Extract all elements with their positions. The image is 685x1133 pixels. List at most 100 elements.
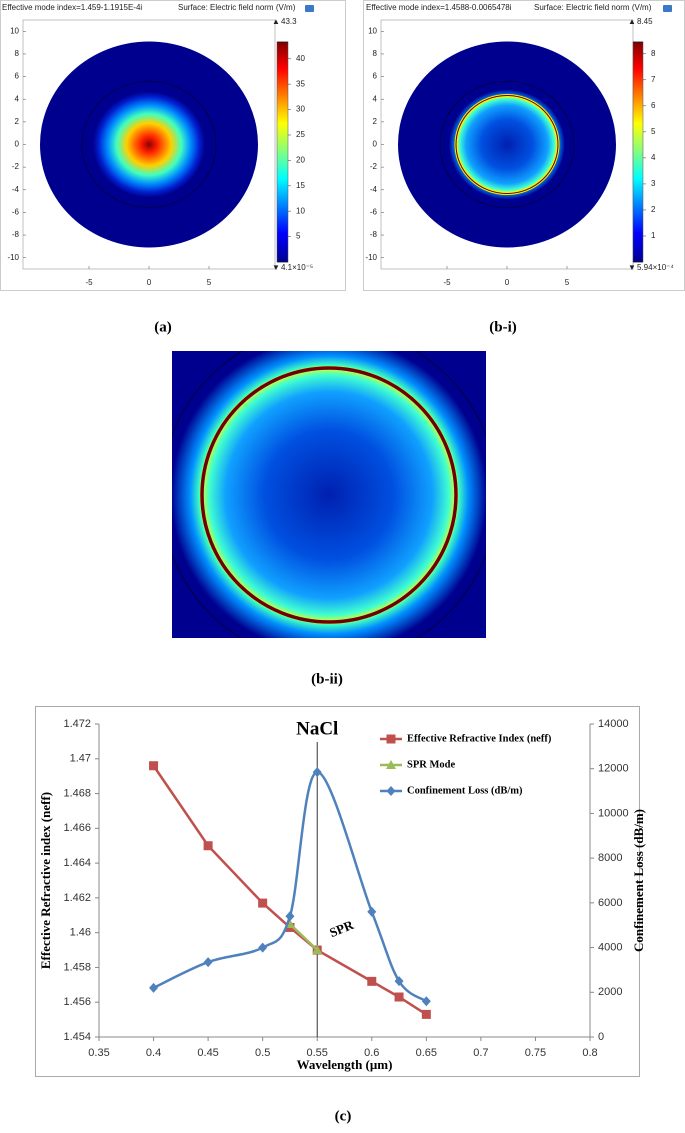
x-tick-label: 5 (207, 278, 212, 287)
icon (305, 5, 314, 12)
y-tick-label: -4 (12, 185, 20, 194)
colorbar-tick-label: 35 (296, 79, 305, 88)
y2-tick-label: 12000 (598, 763, 629, 775)
max-marker: ▲ (628, 17, 636, 26)
colorbar-tick-label: 20 (296, 155, 305, 164)
marker (367, 976, 377, 986)
marker (421, 996, 431, 1007)
x-tick-label: 0.45 (197, 1047, 218, 1059)
y-tick-label: 0 (373, 140, 378, 149)
panel-border (0, 0, 346, 291)
colorbar-tick-label: 6 (651, 101, 656, 110)
colorbar-tick-label: 5 (296, 232, 301, 241)
marker (312, 945, 323, 955)
marker (421, 1009, 431, 1019)
colorbar-tick-label: 40 (296, 54, 305, 63)
x-tick-label: 5 (565, 278, 570, 287)
x-tick-label: 0.65 (416, 1047, 437, 1059)
x-tick-label: 0.75 (525, 1047, 546, 1059)
y-tick-label: 1.462 (63, 892, 91, 904)
field-b-ii (172, 351, 486, 638)
series-line (153, 770, 428, 1003)
caption: (c) (335, 1108, 352, 1124)
y-tick-label: 0 (15, 140, 20, 149)
legend-marker (386, 760, 396, 769)
x-tick-label: -5 (85, 278, 93, 287)
colorbar-tick-label: 30 (296, 105, 305, 114)
x-tick-label: -5 (443, 278, 451, 287)
series-line (289, 923, 319, 951)
y-tick-label: -8 (370, 230, 378, 239)
y-tick-label: 10 (10, 26, 19, 35)
caption: (b-ii) (311, 671, 343, 687)
y-tick-label: 4 (15, 94, 20, 103)
y-axis-title: Effective Refractive index (neff) (38, 792, 53, 969)
x-tick-label: 0.8 (582, 1047, 597, 1059)
colorbar-min-label: 4.1×10⁻⁵ (281, 263, 313, 272)
colorbar (632, 41, 644, 263)
y-tick-label: -10 (365, 253, 377, 262)
y-tick-label: 1.46 (70, 927, 91, 939)
y-tick-label: 4 (373, 94, 378, 103)
y2-tick-label: 10000 (598, 807, 629, 819)
y2-tick-label: 4000 (598, 941, 622, 953)
colorbar-min-label: 5.94×10⁻⁴ (637, 263, 674, 272)
panel-subtitle: Surface: Electric field norm (V/m) (178, 3, 296, 12)
panel-title: Effective mode index=1.4588-0.0065478i (366, 3, 512, 12)
colorbar (276, 41, 289, 263)
y-tick-label: -8 (12, 230, 20, 239)
marker (203, 841, 213, 851)
colorbar-tick-label: 10 (296, 206, 305, 215)
series-line (152, 765, 428, 1016)
marker (149, 761, 159, 771)
marker (394, 992, 404, 1002)
y-tick-label: -6 (12, 208, 20, 217)
marker (258, 942, 268, 953)
max-marker: ▲ (272, 17, 280, 26)
y-tick-label: 1.468 (63, 787, 91, 799)
colorbar-tick-label: 8 (651, 49, 656, 58)
icon (663, 5, 672, 12)
x-tick-label: 0.35 (88, 1047, 109, 1059)
y2-axis-title: Confinement Loss (dB/m) (631, 809, 646, 952)
x-tick-label: 0.5 (255, 1047, 270, 1059)
x-tick-label: 0.6 (364, 1047, 379, 1059)
colorbar-tick-label: 7 (651, 75, 656, 84)
legend-marker (386, 786, 396, 796)
colorbar-tick-label: 25 (296, 130, 305, 139)
y2-tick-label: 0 (598, 1031, 604, 1043)
field-a (40, 41, 258, 248)
legend-label: SPR Mode (407, 759, 455, 770)
colorbar-tick-label: 1 (651, 231, 656, 240)
colorbar-max-label: 43.3 (281, 17, 297, 26)
colorbar-tick-label: 2 (651, 205, 656, 214)
marker (367, 906, 377, 917)
x-tick-label: 0 (147, 278, 152, 287)
marker (394, 976, 404, 987)
min-marker: ▼ (628, 263, 636, 272)
x-tick-label: 0 (505, 278, 510, 287)
y-tick-label: -10 (7, 253, 19, 262)
caption: (b-i) (489, 319, 517, 335)
y2-tick-label: 8000 (598, 852, 622, 864)
annotation-label: NaCl (296, 718, 338, 739)
y-tick-label: 1.47 (70, 753, 91, 765)
legend-marker (386, 734, 396, 744)
marker (312, 767, 322, 778)
marker (149, 982, 159, 993)
y-tick-label: 1.456 (63, 996, 91, 1008)
y2-tick-label: 6000 (598, 897, 622, 909)
panel-title: Effective mode index=1.459-1.1915E-4i (2, 3, 142, 12)
chart-border (35, 706, 640, 1077)
marker (285, 911, 295, 922)
y-tick-label: -2 (370, 162, 378, 171)
x-tick-label: 0.7 (473, 1047, 488, 1059)
y2-tick-label: 14000 (598, 718, 629, 730)
y-tick-label: 2 (15, 117, 20, 126)
y-tick-label: 8 (15, 49, 20, 58)
marker (203, 957, 213, 968)
y-tick-label: 6 (15, 72, 20, 81)
y-tick-label: 10 (368, 26, 377, 35)
marker (258, 898, 268, 908)
